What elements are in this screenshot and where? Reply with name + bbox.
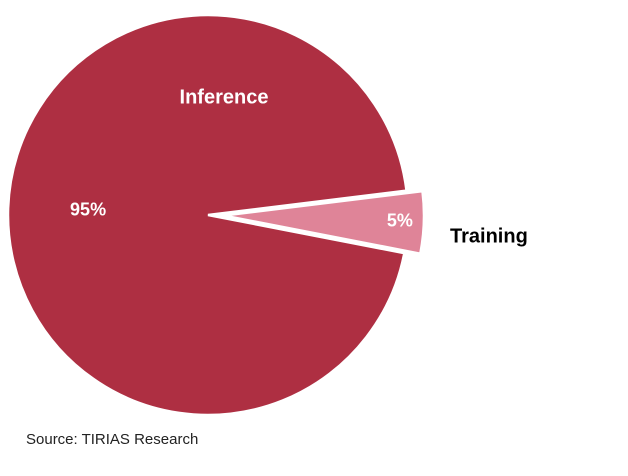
category-label: Training: [450, 225, 528, 247]
pie-slice: [223, 189, 426, 256]
category-label: Inference: [180, 86, 269, 108]
source-note: Source: TIRIAS Research: [26, 431, 198, 448]
value-label: 95%: [70, 200, 106, 220]
value-label: 5%: [387, 210, 413, 230]
pie-slice: [6, 13, 408, 417]
